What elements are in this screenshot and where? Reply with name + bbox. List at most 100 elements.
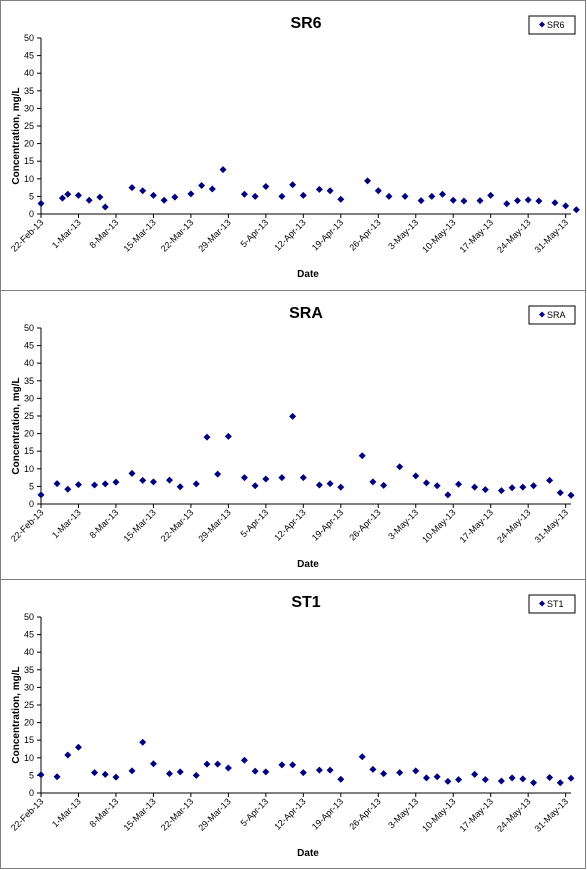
y-tick-label: 20 — [24, 429, 34, 439]
data-point — [128, 767, 136, 775]
chart-title: SR6 — [290, 15, 321, 32]
data-point — [101, 203, 109, 211]
y-tick-label: 10 — [24, 464, 34, 474]
data-point — [315, 766, 323, 774]
legend: ST1 — [528, 594, 576, 614]
legend-label: SR6 — [547, 20, 565, 30]
data-point — [481, 776, 489, 784]
data-point — [546, 476, 554, 484]
y-tick-label: 30 — [24, 393, 34, 403]
y-tick-label: 45 — [24, 341, 34, 351]
data-point — [455, 776, 463, 784]
x-tick-label: 3-May-13 — [386, 217, 420, 251]
data-point — [64, 485, 72, 493]
x-tick-label: 12-Apr-13 — [272, 507, 307, 542]
x-tick-label: 12-Apr-13 — [272, 217, 307, 252]
x-tick-label: 5-Apr-13 — [238, 796, 270, 828]
data-point — [530, 779, 538, 787]
x-tick-label: 3-May-13 — [386, 507, 420, 541]
x-tick-label: 10-May-13 — [420, 217, 457, 254]
data-point — [128, 184, 136, 192]
y-tick-label: 10 — [24, 753, 34, 763]
data-point — [139, 738, 147, 746]
chart-title: ST1 — [291, 594, 320, 611]
data-point — [278, 761, 286, 769]
data-point — [455, 480, 463, 488]
y-tick-label: 25 — [24, 700, 34, 710]
data-point — [422, 479, 430, 487]
y-tick-label: 10 — [24, 174, 34, 184]
y-tick-label: 0 — [29, 788, 34, 798]
x-tick-label: 8-Mar-13 — [87, 796, 120, 829]
data-point — [396, 463, 404, 471]
y-tick-label: 25 — [24, 411, 34, 421]
data-point — [251, 192, 259, 200]
data-point — [53, 480, 61, 488]
y-tick-label: 0 — [29, 499, 34, 509]
data-point — [149, 760, 157, 768]
legend: SR6 — [528, 15, 576, 35]
data-point — [374, 187, 382, 195]
data-point — [567, 774, 575, 782]
x-tick-label: 5-Apr-13 — [238, 507, 270, 539]
data-point — [299, 191, 307, 199]
data-point — [519, 483, 527, 491]
data-point — [497, 777, 505, 785]
data-point — [74, 481, 82, 489]
x-tick-label: 5-Apr-13 — [238, 217, 270, 249]
data-point — [37, 491, 45, 499]
x-tick-label: 8-Mar-13 — [87, 217, 120, 250]
y-tick-label: 15 — [24, 156, 34, 166]
x-tick-label: 31-May-13 — [533, 507, 570, 544]
data-point — [481, 486, 489, 494]
y-tick-label: 30 — [24, 103, 34, 113]
x-tick-label: 26-Apr-13 — [347, 217, 382, 252]
chart-sra: SRA 0 5 10 15 20 25 30 35 40 45 50 22-Feb-13 1-Mar-13… — [9, 305, 576, 570]
x-tick-label: 22-Mar-13 — [159, 507, 195, 543]
data-point — [187, 190, 195, 198]
data-point — [497, 487, 505, 495]
data-point — [85, 196, 93, 204]
data-point — [128, 469, 136, 477]
x-tick-label: 17-May-13 — [458, 796, 495, 833]
x-tick-label: 29-Mar-13 — [196, 507, 232, 543]
data-point — [337, 195, 345, 203]
x-tick-label: 31-May-13 — [533, 217, 570, 254]
legend-box — [528, 594, 576, 614]
data-point — [198, 181, 206, 189]
data-point — [433, 482, 441, 490]
data-point — [471, 770, 479, 778]
x-tick-label: 1-Mar-13 — [50, 796, 83, 829]
data-point — [337, 775, 345, 783]
data-point — [315, 185, 323, 193]
data-point — [358, 753, 366, 761]
x-tick-label: 29-Mar-13 — [196, 796, 232, 832]
data-point — [428, 192, 436, 200]
y-tick-label: 45 — [24, 51, 34, 61]
data-point — [112, 773, 120, 781]
data-point — [358, 452, 366, 460]
y-tick-label: 35 — [24, 376, 34, 386]
x-tick-label: 22-Feb-13 — [9, 507, 45, 543]
chart-sr6: SR6 0 5 10 15 20 25 30 35 40 45 50 22-Feb-13 1-Mar-13… — [9, 15, 580, 280]
data-point — [433, 773, 441, 781]
y-tick-label: 35 — [24, 86, 34, 96]
data-point — [326, 187, 334, 195]
data-point — [37, 199, 45, 207]
data-point — [476, 197, 484, 205]
data-point — [487, 191, 495, 199]
x-tick-label: 24-May-13 — [495, 507, 532, 544]
data-point — [251, 767, 259, 775]
data-point — [444, 777, 452, 785]
y-axis-label: Concentration, mg/L — [11, 87, 22, 184]
x-tick-label: 15-Mar-13 — [121, 507, 157, 543]
data-point — [192, 480, 200, 488]
x-tick-label: 22-Feb-13 — [9, 796, 45, 832]
data-point — [364, 177, 372, 185]
x-tick-label: 22-Mar-13 — [159, 796, 195, 832]
data-point — [471, 483, 479, 491]
legend-label: ST1 — [547, 599, 564, 609]
data-point — [422, 774, 430, 782]
data-point — [91, 481, 99, 489]
data-point — [299, 769, 307, 777]
